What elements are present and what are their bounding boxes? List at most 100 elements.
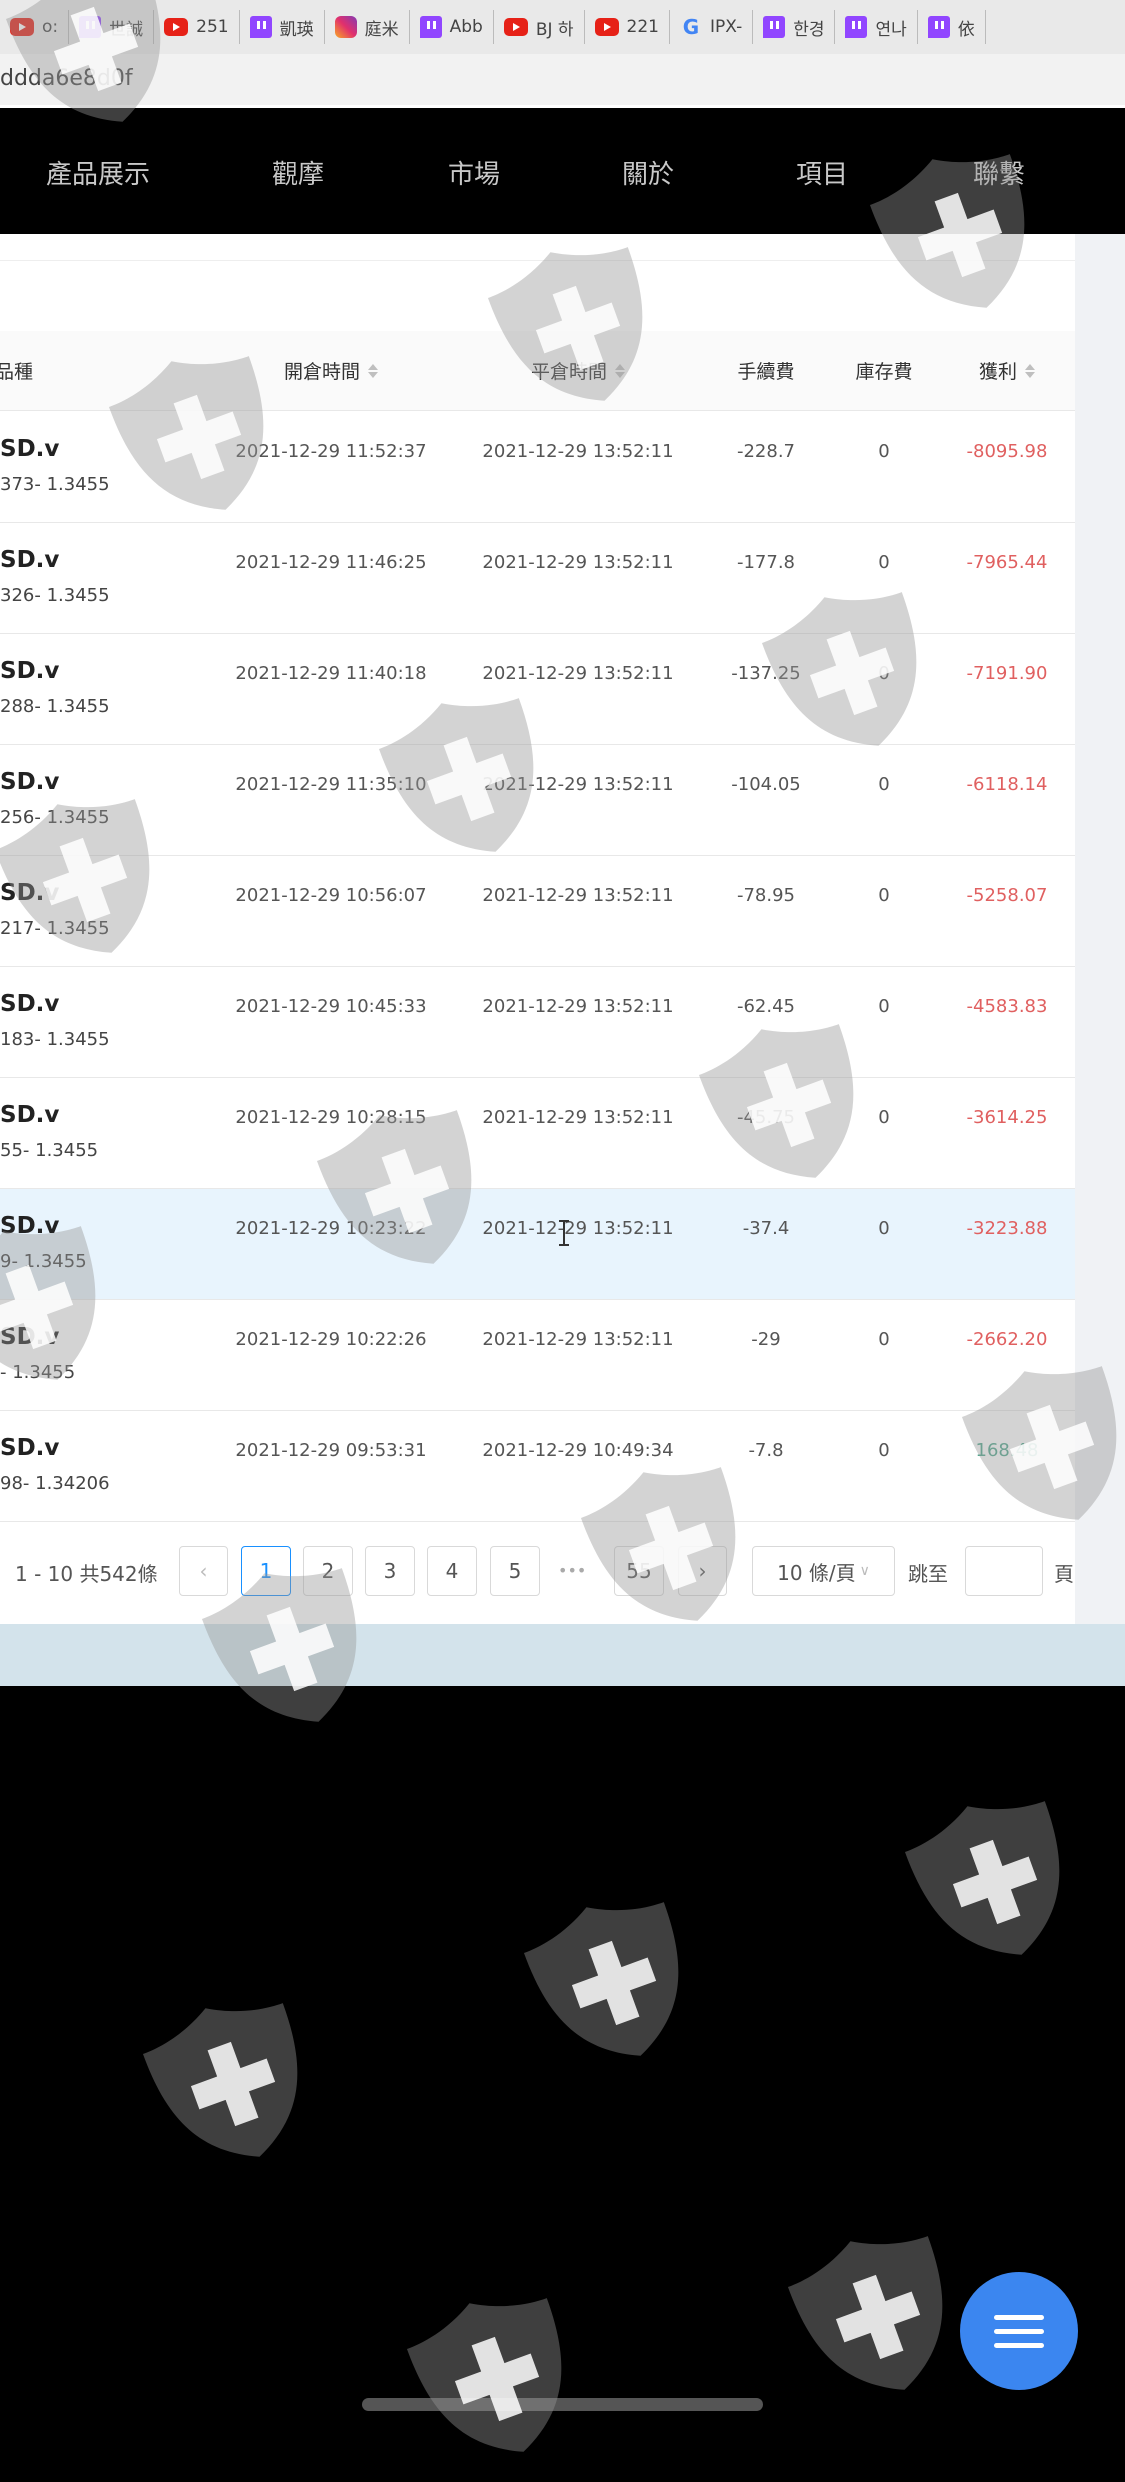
bookmark-item[interactable]: BJ 하 — [494, 10, 585, 44]
page-1-button[interactable]: 1 — [241, 1546, 291, 1596]
youtube-icon — [164, 18, 189, 36]
bookmark-label: 연나 — [875, 19, 907, 40]
table-row[interactable]: SD.v 183- 1.3455 2021-12-29 10:45:33 202… — [0, 967, 1075, 1078]
bookmark-item[interactable]: 庭米 — [325, 10, 410, 44]
bookmark-label: 庭米 — [364, 19, 399, 40]
fee: -7.8 — [748, 1440, 784, 1461]
product-price-range: 256- 1.3455 — [0, 807, 110, 828]
page-5-button[interactable]: 5 — [490, 1546, 540, 1596]
top-nav: 產品展示 觀摩 市場 關於 項目 聯繫 — [0, 110, 1125, 234]
open-time: 2021-12-29 10:56:07 — [235, 885, 427, 906]
product-symbol: SD.v — [0, 436, 60, 462]
page-4-button[interactable]: 4 — [427, 1546, 477, 1596]
product-price-range: 55- 1.3455 — [0, 1140, 99, 1161]
bookmark-item[interactable]: G IPX- — [670, 10, 754, 44]
pagination-summary: 1 - 10 共542條 — [15, 1562, 158, 1586]
close-time: 2021-12-29 13:52:11 — [482, 552, 674, 573]
close-time: 2021-12-29 13:52:11 — [482, 774, 674, 795]
nav-market[interactable]: 市場 — [447, 160, 501, 190]
table-row[interactable]: SD.v - 1.3455 2021-12-29 10:22:26 2021-1… — [0, 1300, 1075, 1411]
product-price-range: 288- 1.3455 — [0, 696, 110, 717]
nav-contact[interactable]: 聯繫 — [972, 160, 1026, 190]
prev-page-button[interactable]: ‹ — [179, 1546, 228, 1596]
table-row[interactable]: SD.v 98- 1.34206 2021-12-29 09:53:31 202… — [0, 1411, 1075, 1522]
storage-fee: 0 — [878, 1329, 890, 1350]
page-size-select[interactable]: 10 條/頁 ∨ — [752, 1546, 895, 1596]
bookmarks-bar: o: 世誠 251 凱瑛 庭米 Abb BJ 하 221 G IPX- 한경 연나 依 — [0, 0, 1125, 54]
url-text[interactable]: ddda6e8d0f — [0, 66, 133, 91]
table-row[interactable]: SD.v 9- 1.3455 2021-12-29 10:23:22 2021-… — [0, 1189, 1075, 1300]
fee: -37.4 — [742, 1218, 790, 1239]
bookmark-item[interactable]: 依 — [918, 10, 986, 44]
close-time: 2021-12-29 13:52:11 — [482, 663, 674, 684]
bookmark-item[interactable]: 凱瑛 — [240, 10, 325, 44]
bookmark-label: 한경 — [793, 19, 825, 40]
table-row[interactable]: SD.v 373- 1.3455 2021-12-29 11:52:37 202… — [0, 412, 1075, 523]
home-indicator[interactable] — [362, 2398, 763, 2411]
bookmark-item[interactable]: 221 — [585, 10, 670, 44]
profit: -7191.90 — [966, 663, 1048, 684]
nav-about[interactable]: 關於 — [621, 160, 675, 190]
hamburger-icon — [994, 2314, 1044, 2320]
header-close-time[interactable]: 平倉時間 — [531, 357, 626, 384]
table-row[interactable]: SD.v 217- 1.3455 2021-12-29 10:56:07 202… — [0, 856, 1075, 967]
storage-fee: 0 — [878, 552, 890, 573]
storage-fee: 0 — [878, 1107, 890, 1128]
header-profit[interactable]: 獲利 — [979, 357, 1036, 384]
bookmark-item[interactable]: 한경 — [753, 10, 836, 44]
table-row[interactable]: SD.v 55- 1.3455 2021-12-29 10:28:15 2021… — [0, 1078, 1075, 1189]
nav-projects[interactable]: 項目 — [795, 160, 849, 190]
open-time: 2021-12-29 10:22:26 — [235, 1329, 427, 1350]
sort-icon[interactable] — [615, 363, 626, 378]
shield-watermark-icon — [904, 1801, 1060, 1955]
profit: 168.48 — [975, 1440, 1039, 1461]
hamburger-line — [994, 2328, 1044, 2334]
bookmark-item[interactable]: Abb — [410, 10, 494, 44]
jump-page-input[interactable] — [965, 1546, 1043, 1596]
twitch-icon — [249, 16, 272, 38]
product-symbol: SD.v — [0, 658, 60, 684]
product-price-range: 373- 1.3455 — [0, 474, 110, 495]
twitch-icon — [845, 16, 868, 38]
page-3-button[interactable]: 3 — [365, 1546, 415, 1596]
header-open-time[interactable]: 開倉時間 — [283, 357, 379, 384]
page-size-value: 10 條/頁 — [777, 1560, 856, 1585]
nav-products[interactable]: 產品展示 — [45, 160, 151, 190]
page-suffix: 頁 — [1054, 1562, 1074, 1586]
fee: -137.25 — [731, 663, 801, 684]
open-time: 2021-12-29 11:52:37 — [235, 441, 427, 462]
product-price-range: 326- 1.3455 — [0, 585, 110, 606]
fee: -177.8 — [736, 552, 796, 573]
table-row[interactable]: SD.v 288- 1.3455 2021-12-29 11:40:18 202… — [0, 634, 1075, 745]
shield-watermark-icon — [142, 2003, 298, 2157]
fee: -78.95 — [736, 885, 796, 906]
close-time: 2021-12-29 13:52:11 — [482, 1218, 674, 1239]
close-time: 2021-12-29 13:52:11 — [482, 441, 674, 462]
ellipsis-button[interactable]: ••• — [558, 1561, 587, 1580]
close-time: 2021-12-29 13:52:11 — [482, 996, 674, 1017]
bookmark-item[interactable]: o: — [0, 10, 70, 44]
sort-icon[interactable] — [368, 363, 379, 378]
product-symbol: SD.v — [0, 1102, 60, 1128]
close-time: 2021-12-29 10:49:34 — [482, 1440, 674, 1461]
bookmark-item[interactable]: 연나 — [835, 10, 918, 44]
product-price-range: 217- 1.3455 — [0, 918, 110, 939]
menu-fab-button[interactable] — [960, 2272, 1078, 2390]
product-symbol: SD.v — [0, 1435, 60, 1461]
table-row[interactable]: SD.v 256- 1.3455 2021-12-29 11:35:10 202… — [0, 745, 1075, 856]
profit: -5258.07 — [966, 885, 1048, 906]
nav-observe[interactable]: 觀摩 — [271, 160, 325, 190]
page-2-button[interactable]: 2 — [303, 1546, 353, 1596]
open-time: 2021-12-29 11:35:10 — [235, 774, 427, 795]
bookmark-label: 251 — [196, 17, 229, 37]
youtube-icon — [10, 18, 34, 36]
next-page-button[interactable]: › — [678, 1546, 727, 1596]
bookmark-item[interactable]: 世誠 — [69, 10, 155, 44]
product-symbol: SD.v — [0, 1213, 60, 1239]
sort-icon[interactable] — [1025, 363, 1036, 378]
bookmark-item[interactable]: 251 — [154, 10, 240, 44]
address-bar[interactable]: ddda6e8d0f — [0, 54, 1125, 108]
header-label: 開倉時間 — [283, 361, 361, 383]
page-last-button[interactable]: 55 — [614, 1546, 664, 1596]
table-row[interactable]: SD.v 326- 1.3455 2021-12-29 11:46:25 202… — [0, 523, 1075, 634]
